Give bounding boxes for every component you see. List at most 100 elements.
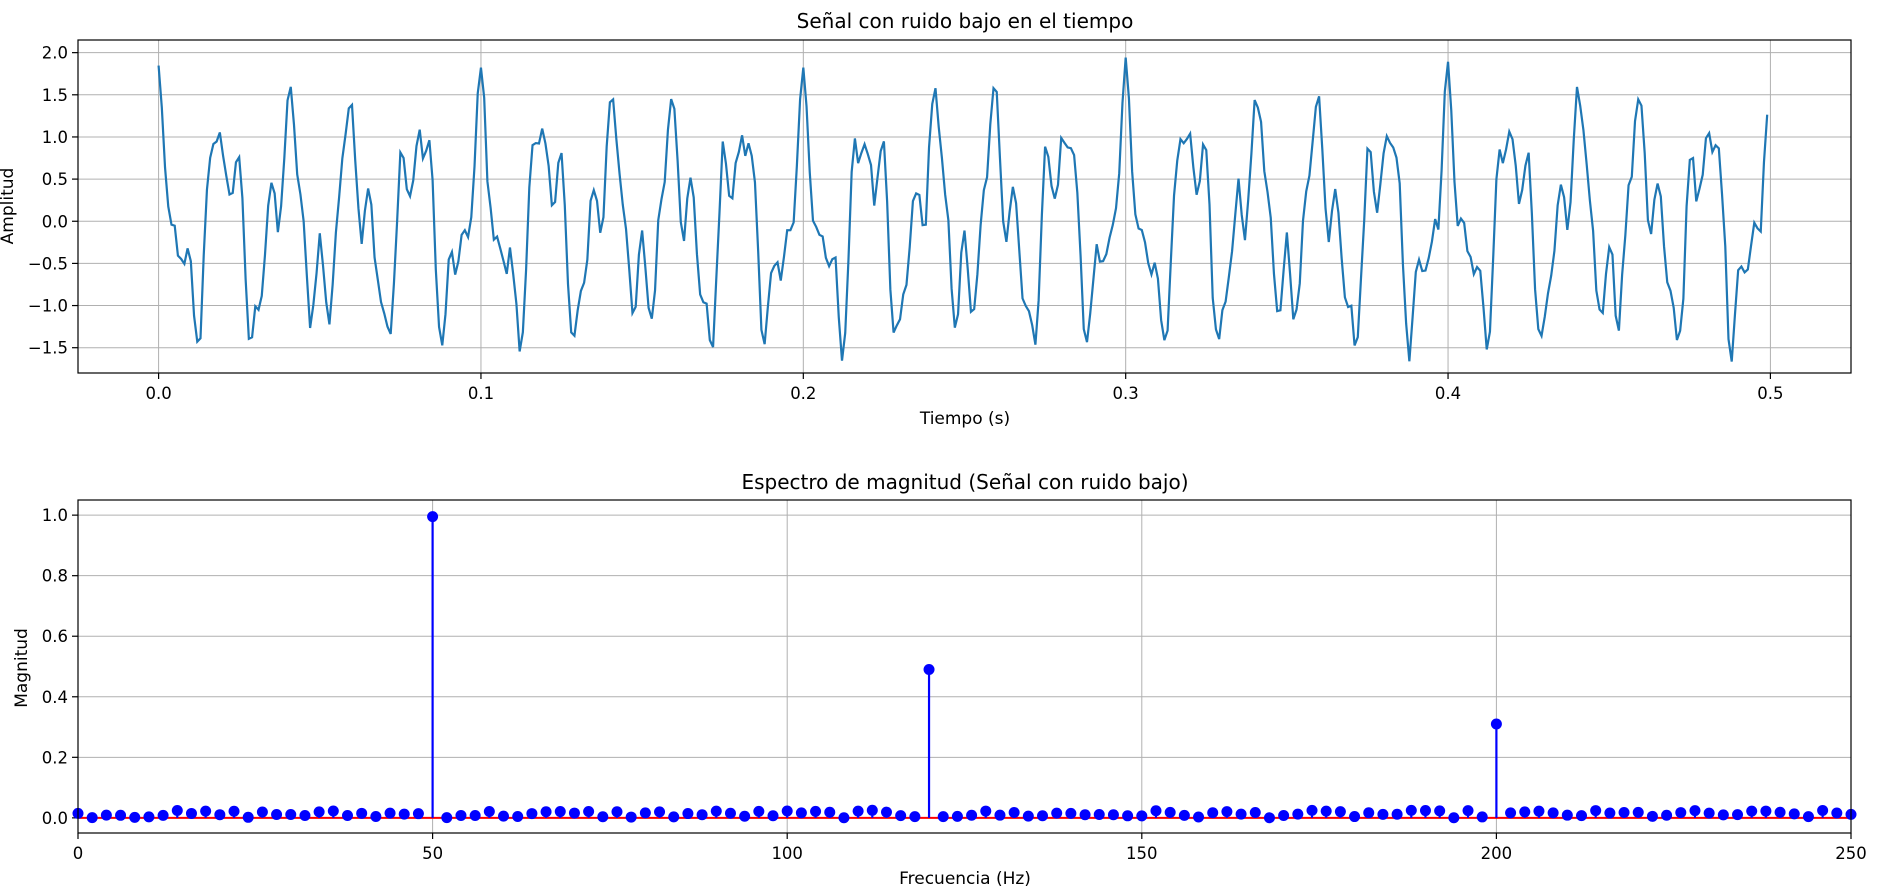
spectrum-marker	[1263, 812, 1275, 824]
spectrum-marker	[1703, 807, 1715, 819]
spectrum-marker	[1646, 810, 1658, 822]
spectrum-marker	[1462, 805, 1474, 817]
spectrum-marker	[1505, 807, 1517, 819]
spectrum-marker	[143, 811, 155, 823]
spectrum-marker	[129, 811, 141, 823]
spectrum-marker	[1675, 807, 1687, 819]
time-ytick-label: −1.5	[28, 339, 68, 358]
spectrum-marker	[1193, 811, 1205, 823]
spectrum-marker	[1221, 806, 1233, 818]
spectrum-marker	[427, 511, 439, 523]
spectrum-marker	[1065, 807, 1077, 819]
spectrum-marker	[980, 805, 992, 817]
spectrum-chart-frame	[77, 499, 1852, 834]
time-xtick-label: 0.5	[1757, 384, 1783, 403]
spectrum-marker	[1831, 807, 1843, 819]
spectrum-marker	[356, 807, 368, 819]
spectrum-marker	[923, 664, 935, 676]
spectrum-chart-grid	[77, 500, 1852, 833]
spectrum-chart-title: Espectro de magnitud (Señal con ruido ba…	[741, 470, 1188, 494]
spectrum-marker	[1561, 809, 1573, 821]
spectrum-xtick-label: 50	[422, 844, 443, 863]
spectrum-marker	[1476, 811, 1488, 823]
spectrum-marker	[185, 807, 197, 819]
spectrum-marker	[498, 810, 510, 822]
spectrum-marker	[327, 805, 339, 817]
spectrum-ytick-label: 0.8	[42, 567, 68, 586]
spectrum-marker	[781, 805, 793, 817]
spectrum-marker	[583, 806, 595, 818]
time-ytick-label: 1.5	[42, 86, 68, 105]
spectrum-chart-ylabel: Magnitud	[12, 628, 32, 708]
spectrum-marker	[639, 807, 651, 819]
spectrum-marker	[1802, 811, 1814, 823]
spectrum-marker	[1249, 806, 1261, 818]
spectrum-marker	[1207, 807, 1219, 819]
spectrum-marker	[625, 811, 637, 823]
spectrum-xtick-label: 0	[73, 844, 84, 863]
spectrum-ytick-label: 0.6	[42, 627, 68, 646]
spectrum-stems	[72, 511, 1857, 824]
spectrum-marker	[526, 808, 538, 820]
spectrum-marker	[880, 806, 892, 818]
spectrum-marker	[171, 804, 183, 816]
spectrum-marker	[753, 805, 765, 817]
spectrum-marker	[157, 809, 169, 821]
time-ytick-label: 0.5	[42, 170, 68, 189]
spectrum-marker	[1732, 809, 1744, 821]
time-chart-frame	[77, 39, 1852, 374]
spectrum-marker	[228, 805, 240, 817]
spectrum-marker	[469, 809, 481, 821]
spectrum-chart-xlabel: Frecuencia (Hz)	[899, 869, 1031, 887]
spectrum-marker	[1604, 807, 1616, 819]
spectrum-marker	[115, 809, 127, 821]
time-ytick-label: −0.5	[28, 254, 68, 273]
spectrum-marker	[838, 812, 850, 824]
spectrum-marker	[1590, 805, 1602, 817]
spectrum-marker	[313, 806, 325, 818]
spectrum-marker	[1320, 805, 1332, 817]
spectrum-marker	[1661, 809, 1673, 821]
spectrum-marker	[895, 810, 907, 822]
spectrum-ytick-label: 1.0	[42, 506, 68, 525]
spectrum-marker	[1405, 804, 1417, 816]
spectrum-marker	[568, 807, 580, 819]
spectrum-xtick-label: 250	[1835, 844, 1867, 863]
spectrum-marker	[767, 810, 779, 822]
spectrum-marker	[994, 809, 1006, 821]
spectrum-marker	[1178, 809, 1190, 821]
spectrum-xtick-label: 100	[771, 844, 803, 863]
spectrum-marker	[412, 808, 424, 820]
spectrum-marker	[441, 812, 453, 824]
spectrum-marker	[1419, 805, 1431, 817]
spectrum-marker	[285, 809, 297, 821]
spectrum-marker	[455, 809, 467, 821]
spectrum-marker	[1093, 809, 1105, 821]
spectrum-marker	[909, 811, 921, 823]
spectrum-marker	[1817, 804, 1829, 816]
spectrum-ytick-label: 0.0	[42, 809, 68, 828]
time-chart-ylabel: Amplitud	[0, 168, 18, 245]
spectrum-marker	[242, 811, 254, 823]
spectrum-ytick-label: 0.2	[42, 748, 68, 767]
spectrum-marker	[1519, 806, 1531, 818]
spectrum-marker	[937, 811, 949, 823]
time-chart-grid	[78, 40, 1851, 373]
spectrum-marker	[1689, 805, 1701, 817]
spectrum-marker	[1136, 810, 1148, 822]
spectrum-marker	[1434, 805, 1446, 817]
spectrum-marker	[1008, 807, 1020, 819]
spectrum-marker	[824, 806, 836, 818]
time-signal-line	[157, 57, 1769, 362]
spectrum-marker	[540, 806, 552, 818]
spectrum-marker	[1122, 810, 1134, 822]
spectrum-marker	[1448, 812, 1460, 824]
spectrum-chart-ticks: 0 50 100 150 200 250 0.0 0.2 0.4 0.6 0.8 1.0	[42, 506, 1867, 863]
spectrum-marker	[398, 808, 410, 820]
spectrum-marker	[668, 811, 680, 823]
time-xtick-label: 0.0	[145, 384, 171, 403]
spectrum-marker	[611, 806, 623, 818]
spectrum-marker	[866, 804, 878, 816]
spectrum-marker	[1377, 808, 1389, 820]
time-ytick-label: 2.0	[42, 44, 68, 63]
